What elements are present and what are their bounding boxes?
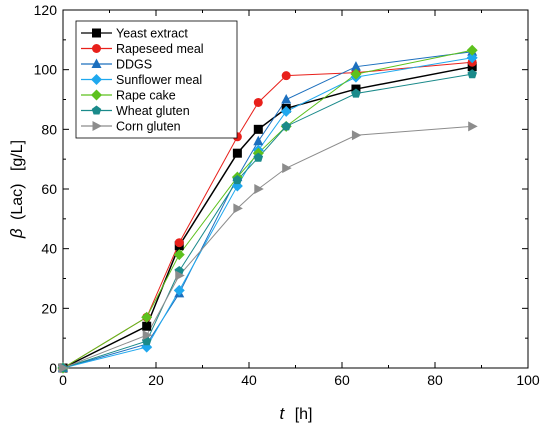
x-tick-label: 80 — [427, 372, 443, 388]
data-point-rape-cake — [466, 44, 478, 56]
y-tick-label: 60 — [41, 181, 57, 197]
legend-label-wheat-gluten: Wheat gluten — [116, 104, 190, 118]
legend-label-rape-cake: Rape cake — [116, 89, 176, 103]
x-axis-title: t [h] — [280, 404, 313, 423]
x-tick-label: 0 — [59, 372, 67, 388]
x-tick-label: 100 — [516, 372, 540, 388]
data-point-wheat-gluten — [351, 88, 361, 98]
y-tick-label: 100 — [34, 62, 58, 78]
data-point-corn-gluten — [468, 121, 478, 132]
x-tick-label: 40 — [241, 372, 257, 388]
data-point-rape-cake — [141, 311, 153, 323]
data-point-wheat-gluten — [232, 175, 243, 185]
data-point-wheat-gluten — [467, 69, 477, 79]
data-point-ddgs — [253, 135, 264, 146]
series-line-yeast-extract — [62, 65, 473, 369]
data-point-rapeseed-meal — [281, 71, 291, 81]
series-markers — [57, 44, 478, 374]
data-point-rape-cake — [350, 68, 362, 80]
data-point-wheat-gluten — [253, 152, 264, 162]
series-line-ddgs — [62, 51, 473, 369]
legend-label-sunflower-meal: Sunflower meal — [116, 73, 202, 87]
legend-label-yeast-extract: Yeast extract — [116, 27, 188, 41]
legend-label-corn-gluten: Corn gluten — [116, 120, 181, 134]
data-point-sunflower-meal — [173, 284, 185, 296]
legend-marker-yeast-extract — [92, 28, 101, 38]
data-point-corn-gluten — [351, 130, 362, 141]
data-point-sunflower-meal — [280, 105, 292, 117]
data-point-corn-gluten — [282, 163, 292, 174]
legend-label-ddgs: DDGS — [116, 58, 152, 72]
data-point-corn-gluten — [254, 184, 264, 194]
y-tick-label: 120 — [34, 2, 58, 18]
y-tick-label: 20 — [41, 300, 57, 316]
data-point-sunflower-meal — [466, 52, 478, 64]
y-tick-label: 80 — [41, 121, 57, 137]
data-point-yeast-extract — [253, 124, 263, 134]
x-tick-label: 20 — [148, 372, 164, 388]
data-point-rapeseed-meal — [253, 97, 263, 107]
legend-marker-corn-gluten — [92, 121, 102, 131]
data-point-corn-gluten — [175, 270, 185, 281]
legend-label-rapeseed-meal: Rapeseed meal — [116, 42, 204, 56]
data-point-ddgs — [350, 61, 361, 71]
data-point-rapeseed-meal — [174, 238, 184, 248]
series-lines — [62, 49, 473, 369]
series-line-rapeseed-meal — [62, 61, 473, 369]
x-tick-label: 60 — [334, 372, 350, 388]
legend-marker-rapeseed-meal — [92, 44, 101, 53]
series-line-wheat-gluten — [62, 73, 473, 369]
data-point-rape-cake — [173, 249, 185, 261]
y-tick-label: 0 — [49, 360, 57, 376]
series-line-rape-cake — [62, 49, 473, 369]
data-point-wheat-gluten — [281, 121, 291, 131]
data-point-ddgs — [281, 94, 292, 104]
axis-ticks: 0 20 40 60 80 100 0 20 40 60 80 100 120 — [34, 2, 540, 388]
legend-marker-ddgs — [91, 58, 102, 68]
y-axis-title: β (Lac) [g/L] — [7, 140, 26, 239]
legend-marker-rape-cake — [91, 89, 102, 101]
data-point-corn-gluten — [142, 330, 153, 341]
legend-marker-sunflower-meal — [91, 74, 102, 85]
data-point-corn-gluten — [59, 363, 69, 373]
data-point-yeast-extract — [232, 148, 242, 158]
legend-marker-wheat-gluten — [91, 105, 102, 115]
y-tick-label: 40 — [41, 241, 57, 257]
data-point-corn-gluten — [233, 203, 243, 214]
series-line-corn-gluten — [62, 125, 473, 369]
data-point-yeast-extract — [142, 321, 152, 331]
